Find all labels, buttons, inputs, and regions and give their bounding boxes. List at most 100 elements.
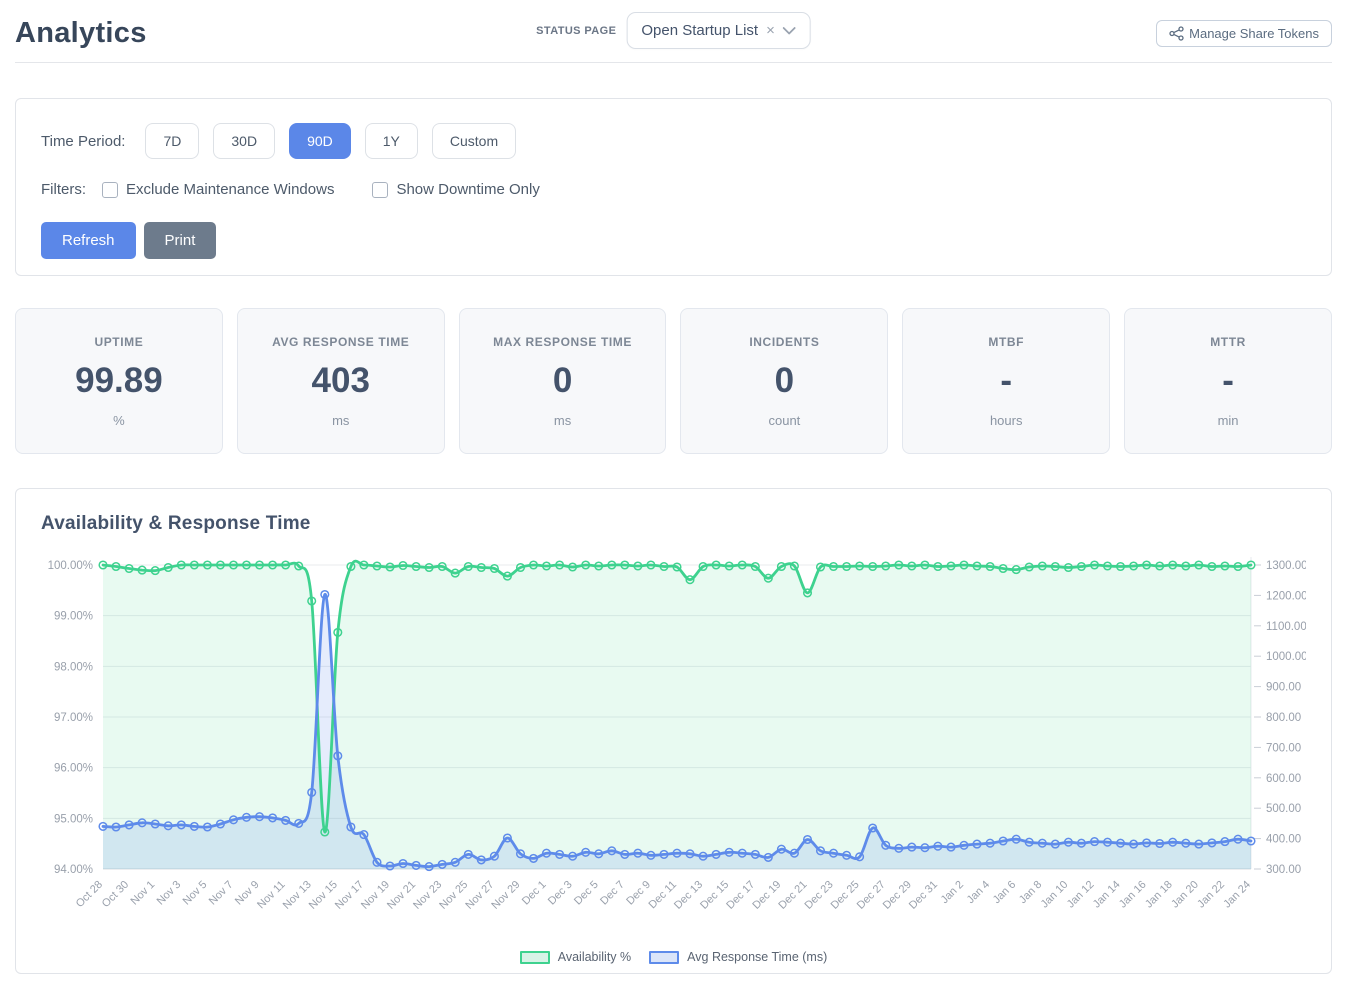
status-page-label: STATUS PAGE — [536, 24, 617, 37]
data-point-marker — [281, 815, 291, 825]
data-point-marker — [424, 562, 434, 573]
exclude-maintenance-checkbox[interactable] — [102, 181, 118, 198]
data-point-marker — [137, 818, 147, 828]
x-axis-tick-label: Jan 16 — [1117, 879, 1149, 911]
data-point-marker — [607, 560, 617, 570]
data-point-marker — [776, 561, 786, 572]
stat-label: MTBF — [988, 334, 1025, 349]
data-point-marker — [881, 561, 891, 571]
period-button-90d[interactable]: 90D — [289, 123, 351, 159]
x-axis-tick-label: Nov 7 — [207, 879, 236, 908]
data-point-marker — [294, 818, 304, 828]
data-point-marker — [933, 561, 943, 572]
period-button-1y[interactable]: 1Y — [364, 123, 418, 159]
x-axis-tick-label: Jan 10 — [1039, 879, 1071, 911]
data-point-marker — [659, 561, 669, 572]
data-point-marker — [750, 849, 760, 859]
stat-unit: count — [768, 412, 801, 428]
data-point-marker — [1220, 837, 1230, 847]
data-point-marker — [228, 560, 239, 570]
data-point-marker — [842, 561, 852, 572]
data-point-marker — [555, 849, 565, 859]
stat-unit: min — [1217, 412, 1239, 428]
manage-share-tokens-button[interactable]: Manage Share Tokens — [1156, 19, 1332, 47]
data-point-marker — [1194, 560, 1204, 570]
legend-item-availability[interactable]: Availability % — [519, 950, 631, 964]
data-point-marker — [124, 563, 134, 574]
header-divider — [15, 62, 1332, 63]
data-point-marker — [1155, 561, 1165, 571]
show-downtime-label: Show Downtime Only — [396, 181, 540, 198]
data-point-marker — [607, 846, 617, 856]
print-button[interactable]: Print — [143, 222, 217, 259]
data-point-marker — [411, 561, 421, 572]
data-point-marker — [346, 561, 356, 572]
right-axis-tick-label: 800.00 — [1266, 712, 1301, 724]
stat-value: 0 — [774, 360, 795, 400]
filters-label: Filters: — [41, 181, 86, 198]
data-point-marker — [763, 852, 773, 862]
data-point-marker — [1246, 836, 1256, 846]
data-point-marker — [581, 847, 591, 857]
show-downtime-checkbox-group[interactable]: Show Downtime Only — [372, 181, 540, 198]
right-axis-tick-label: 300.00 — [1266, 864, 1301, 876]
data-point-marker — [502, 571, 512, 581]
data-point-marker — [1050, 839, 1060, 849]
data-point-marker — [254, 812, 265, 822]
filter-panel: Time Period: 7D 30D 90D 1Y Custom Filter… — [15, 98, 1332, 276]
data-point-marker — [1155, 838, 1165, 849]
data-point-marker — [1102, 561, 1113, 571]
left-axis-tick-label: 98.00% — [54, 661, 93, 673]
period-button-7d[interactable]: 7D — [145, 123, 200, 159]
stat-label: AVG RESPONSE TIME — [272, 334, 410, 349]
data-point-marker — [437, 561, 447, 572]
x-axis-tick-label: Dec 3 — [546, 879, 575, 908]
data-point-marker — [620, 560, 630, 570]
data-point-marker — [1076, 838, 1086, 848]
data-point-marker — [1115, 838, 1126, 848]
refresh-button[interactable]: Refresh — [41, 222, 136, 259]
data-point-marker — [111, 561, 121, 572]
data-point-marker — [437, 859, 447, 869]
filters-row: Filters: Exclude Maintenance Windows Sho… — [41, 181, 1306, 198]
data-point-marker — [1207, 561, 1217, 572]
data-point-marker — [1181, 838, 1191, 848]
data-point-marker — [633, 561, 643, 571]
manage-share-tokens-label: Manage Share Tokens — [1189, 25, 1319, 41]
data-point-marker — [789, 848, 799, 858]
data-point-marker — [1076, 561, 1086, 572]
data-point-marker — [1024, 562, 1034, 572]
x-axis-tick-label: Oct 30 — [100, 879, 131, 910]
data-point-marker — [972, 561, 982, 571]
data-point-marker — [646, 850, 656, 860]
status-page-select[interactable]: Open Startup List × — [626, 12, 811, 49]
data-point-marker — [1194, 839, 1204, 849]
exclude-maintenance-checkbox-group[interactable]: Exclude Maintenance Windows — [102, 181, 334, 198]
data-point-marker — [815, 562, 826, 572]
data-point-marker — [985, 561, 995, 572]
data-point-marker — [163, 821, 173, 831]
data-point-marker — [1168, 837, 1178, 847]
data-point-marker — [346, 822, 356, 832]
x-axis-tick-label: Jan 12 — [1065, 879, 1097, 911]
data-point-marker — [659, 849, 669, 859]
data-point-marker — [372, 561, 382, 571]
availability-line — [101, 559, 1253, 834]
clear-selection-icon[interactable]: × — [766, 22, 775, 39]
data-point-marker — [489, 851, 499, 861]
show-downtime-checkbox[interactable] — [372, 181, 389, 198]
data-point-marker — [307, 596, 317, 606]
data-point-marker — [202, 560, 212, 570]
stat-value: 99.89 — [75, 360, 163, 400]
data-point-marker — [215, 560, 225, 570]
stat-unit: ms — [553, 412, 572, 428]
right-axis-tick-label: 600.00 — [1266, 773, 1301, 785]
x-axis-tick-label: Nov 15 — [307, 879, 340, 912]
data-point-marker — [424, 862, 434, 872]
x-axis-tick-label: Nov 3 — [155, 879, 184, 908]
period-button-custom[interactable]: Custom — [431, 123, 517, 159]
legend-item-response-time[interactable]: Avg Response Time (ms) — [649, 950, 827, 964]
period-button-30d[interactable]: 30D — [213, 123, 276, 159]
data-point-marker — [946, 842, 956, 852]
data-point-marker — [163, 562, 173, 573]
